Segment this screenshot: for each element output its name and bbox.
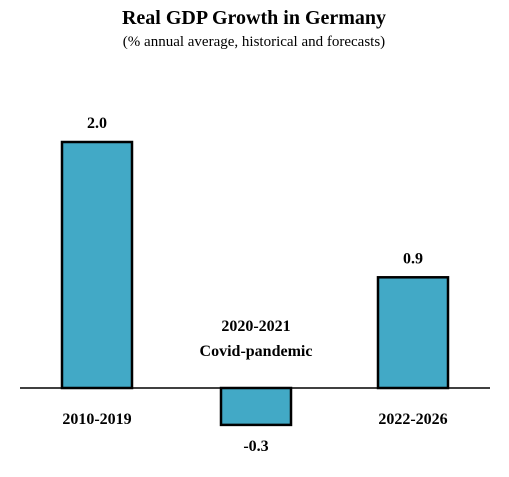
- bar-2022-2026: [376, 276, 450, 390]
- bars-layer: [60, 140, 450, 427]
- annotation-line-0-1: Covid-pandemic: [200, 343, 313, 360]
- bar-2020-2021: [219, 386, 293, 427]
- annotation-line-0-0: 2020-2021: [221, 318, 290, 335]
- category-label-2022-2026: 2022-2026: [378, 411, 447, 428]
- bar-2010-2019: [60, 140, 134, 390]
- chart-title: Real GDP Growth in Germany: [122, 7, 386, 29]
- value-label-2022-2026: 0.9: [403, 250, 423, 267]
- value-label-2020-2021: -0.3: [243, 438, 268, 455]
- labels-layer: 2.0 -0.3 0.9 2010-2019 2022-2026 2020-2021 Cov…: [62, 115, 447, 455]
- value-label-2010-2019: 2.0: [87, 115, 107, 132]
- chart-subtitle: (% annual average, historical and foreca…: [123, 34, 385, 50]
- category-label-2010-2019: 2010-2019: [62, 411, 131, 428]
